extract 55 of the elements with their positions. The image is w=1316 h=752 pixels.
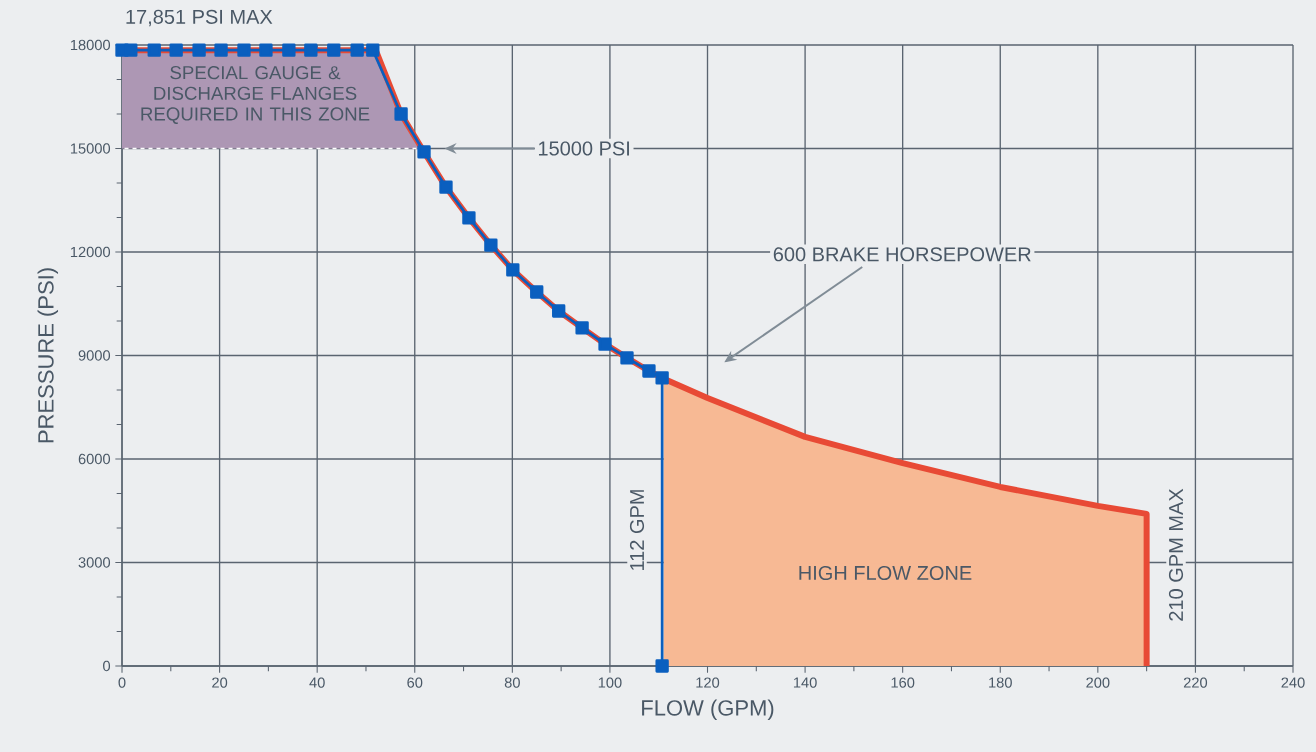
y-tick-label: 12000 bbox=[70, 246, 111, 258]
point bbox=[439, 180, 453, 194]
x-tick-label: 220 bbox=[1183, 677, 1208, 688]
point bbox=[237, 43, 251, 57]
point bbox=[214, 43, 228, 57]
point bbox=[506, 263, 520, 277]
point bbox=[192, 43, 206, 57]
point bbox=[169, 43, 183, 57]
point bbox=[350, 43, 364, 57]
point bbox=[366, 43, 380, 57]
point bbox=[417, 145, 431, 159]
point bbox=[484, 238, 498, 252]
y-tick-label: 9000 bbox=[78, 350, 111, 361]
point bbox=[655, 371, 669, 385]
annotation: 600 BRAKE HORSEPOWER bbox=[773, 247, 1031, 262]
x-tick-label: 0 bbox=[118, 677, 126, 688]
x-tick-label: 60 bbox=[407, 677, 423, 688]
x-axis-title: FLOW (GPM) bbox=[642, 699, 774, 721]
y-tick-label: 0 bbox=[103, 660, 111, 672]
point bbox=[655, 659, 669, 673]
point bbox=[620, 351, 634, 365]
point bbox=[642, 364, 656, 378]
annotation: HIGH FLOW ZONE bbox=[799, 565, 972, 581]
x-tick-label: 140 bbox=[793, 677, 817, 688]
point bbox=[394, 107, 408, 121]
y-tick-label: 18000 bbox=[70, 39, 111, 51]
point bbox=[598, 337, 612, 351]
point bbox=[147, 43, 161, 57]
point bbox=[259, 43, 273, 57]
x-tick-label: 240 bbox=[1281, 677, 1305, 688]
y-tick-label: 6000 bbox=[78, 453, 111, 465]
y-axis-title: PRESSURE (PSI) bbox=[37, 268, 59, 443]
point bbox=[124, 43, 138, 57]
x-tick-label: 200 bbox=[1086, 677, 1110, 688]
x-tick-label: 120 bbox=[696, 677, 720, 688]
point bbox=[575, 321, 589, 335]
x-tick-label: 160 bbox=[891, 677, 915, 688]
point bbox=[327, 43, 341, 57]
y-tick-label: 15000 bbox=[70, 143, 111, 154]
point bbox=[530, 285, 544, 299]
annotation: 15000 PSI bbox=[538, 141, 629, 156]
annotation: SPECIAL GAUGE & DISCHARGE FLANGES REQUIRED IN THIS ZONE bbox=[141, 66, 370, 124]
point bbox=[282, 43, 296, 57]
annotation: 210 GPM MAX bbox=[1168, 488, 1184, 621]
x-tick-label: 20 bbox=[212, 677, 228, 688]
x-tick-label: 40 bbox=[309, 677, 325, 688]
point bbox=[304, 43, 318, 57]
y-tick-label: 3000 bbox=[78, 557, 111, 568]
annotation: 112 GPM bbox=[629, 490, 645, 570]
x-tick-label: 80 bbox=[504, 677, 520, 688]
point bbox=[462, 211, 476, 225]
point bbox=[552, 304, 566, 318]
x-tick-label: 180 bbox=[989, 677, 1012, 688]
text: 17,851 PSI MAX bbox=[126, 9, 273, 27]
x-tick-label: 100 bbox=[598, 677, 622, 688]
